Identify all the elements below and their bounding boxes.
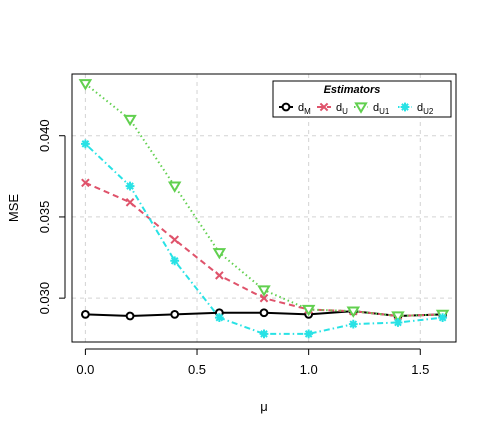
data-point — [170, 256, 180, 266]
series-d-U2 — [80, 139, 448, 339]
legend-label: dU — [336, 102, 348, 116]
data-point — [301, 304, 316, 317]
series-layer — [78, 79, 450, 339]
legend-label-subscript: U2 — [423, 107, 434, 116]
data-point — [78, 79, 93, 91]
data-point — [167, 181, 182, 193]
legend-label-subscript: U1 — [379, 107, 390, 116]
data-point — [125, 198, 135, 207]
legend-swatch-marker — [354, 102, 368, 114]
legend-entry: dU2 — [398, 102, 434, 116]
data-point — [212, 248, 227, 260]
y-tick-label: 0.040 — [37, 119, 52, 152]
data-point — [80, 309, 90, 319]
legend-label-name: d — [373, 102, 379, 114]
legend-entry: dM — [279, 102, 311, 116]
data-point — [257, 285, 271, 297]
data-point — [259, 308, 269, 318]
data-point — [123, 114, 137, 127]
legend-label-name: d — [417, 102, 423, 114]
x-tick-label: 0.5 — [188, 362, 206, 377]
legend-label: dM — [298, 102, 311, 116]
data-point — [304, 329, 314, 339]
data-point — [259, 293, 269, 303]
y-tick-label: 0.030 — [37, 282, 52, 315]
data-point — [348, 319, 358, 329]
plot-frame — [71, 73, 457, 343]
data-point — [259, 329, 269, 339]
x-tick-label: 1.0 — [300, 362, 318, 377]
x-axis-title: μ — [260, 399, 268, 414]
x-tick-label: 0.0 — [76, 362, 94, 377]
legend-swatch-marker — [400, 102, 410, 112]
data-point — [170, 235, 180, 244]
axes: 0.0 0.5 1.0 1.5 0.030 0.035 0.040 — [37, 119, 429, 377]
y-axis-title: MSE — [6, 194, 21, 223]
data-point — [393, 318, 403, 327]
data-point — [438, 313, 448, 323]
x-tick-label: 1.5 — [411, 362, 429, 377]
legend-label-subscript: U — [342, 107, 348, 116]
legend-label-name: d — [336, 102, 342, 114]
legend-label-subscript: M — [304, 107, 311, 116]
data-point — [215, 271, 224, 280]
series-d-U1 — [78, 79, 450, 323]
legend-label-name: d — [298, 102, 304, 114]
data-point — [214, 313, 224, 323]
data-point — [346, 306, 361, 318]
series-line — [84, 143, 443, 335]
legend-entry: dU — [317, 102, 348, 116]
y-tick-label: 0.035 — [37, 201, 52, 234]
legend-title: Estimators — [324, 84, 381, 96]
data-point — [391, 311, 405, 323]
legend-swatch-marker — [319, 102, 329, 112]
legend-swatch-marker — [281, 102, 291, 112]
data-point — [170, 309, 180, 319]
legend-entry: dU1 — [354, 102, 390, 116]
data-point — [81, 178, 90, 188]
data-point — [125, 181, 135, 191]
legend-label: dU1 — [373, 102, 390, 116]
legend-label: dU2 — [417, 102, 434, 116]
data-point — [80, 139, 90, 149]
data-point — [125, 311, 135, 321]
